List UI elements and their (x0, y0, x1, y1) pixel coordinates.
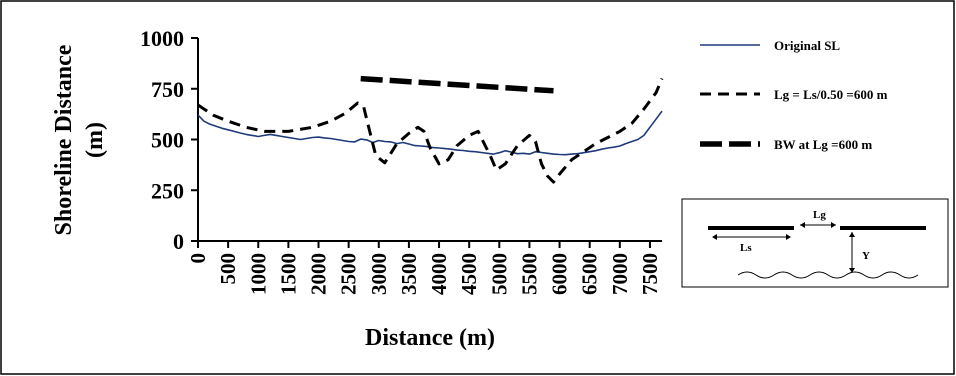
x-tick-label: 6500 (578, 253, 602, 295)
y-axis-label-line2: (m) (82, 122, 108, 158)
legend: Original SL Lg = Ls/0.50 =600 m BW at Lg =… (700, 38, 888, 152)
inset-label: Y (862, 250, 870, 262)
inset-y-arrowheads (849, 232, 855, 273)
legend-label-2: BW at Lg =600 m (774, 137, 872, 152)
x-tick-label: 1000 (246, 253, 270, 295)
x-tick-label: 4500 (457, 253, 481, 295)
x-tick-label: 3000 (367, 253, 391, 295)
x-tick-label: 5000 (487, 253, 511, 295)
x-tick-label: 500 (216, 253, 240, 284)
series-line-1 (197, 78, 664, 184)
inset-label: Lg (813, 209, 826, 221)
x-axis-label: Distance (m) (365, 325, 495, 351)
inset-shoreline-wave (737, 271, 919, 279)
series-line-2 (360, 75, 554, 94)
y-tick-label: 500 (151, 128, 184, 153)
inset-label: Ls (740, 242, 752, 254)
y-axis-label: Shoreline Distance (m) (51, 44, 108, 235)
x-tick-label: 2000 (307, 253, 331, 295)
x-tick-label: 2500 (337, 253, 361, 295)
y-tick-label: 0 (173, 229, 184, 254)
x-tick-label: 1500 (276, 253, 300, 295)
y-tick-label: 250 (151, 178, 184, 203)
inset-diagram: Lg Ls Y (681, 198, 949, 288)
y-tick-label: 1000 (140, 26, 184, 51)
x-tick-label: 0 (186, 253, 210, 264)
x-tick-label: 4000 (427, 253, 451, 295)
y-tick-label: 750 (151, 77, 184, 102)
x-tick-label: 7000 (608, 253, 632, 295)
x-tick-label: 3500 (397, 253, 421, 295)
y-axis-label-line1: Shoreline Distance (51, 44, 77, 235)
x-tick-label: 7500 (638, 253, 662, 295)
legend-label-1: Lg = Ls/0.50 =600 m (774, 87, 888, 102)
x-tick-label: 5500 (517, 253, 541, 295)
x-tick-label: 6000 (548, 253, 572, 295)
legend-label-0: Original SL (774, 38, 840, 53)
